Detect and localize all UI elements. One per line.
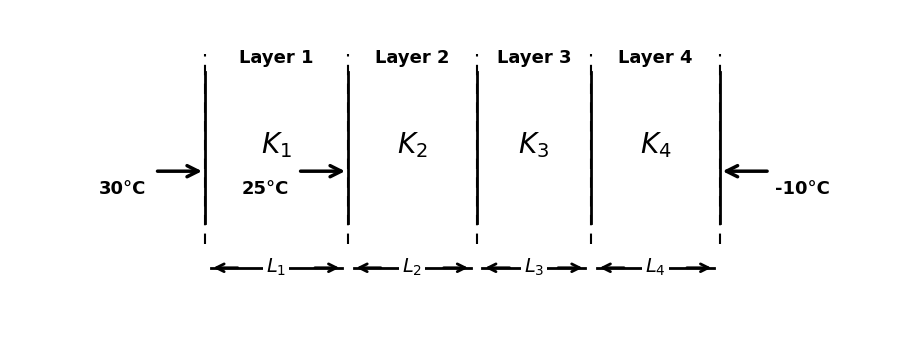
Text: $\mathit{K}_{4}$: $\mathit{K}_{4}$ — [640, 130, 671, 160]
Text: 25°C: 25°C — [242, 180, 289, 198]
Text: Layer 1: Layer 1 — [239, 48, 314, 66]
Text: $\mathit{L}_{4}$: $\mathit{L}_{4}$ — [645, 257, 665, 278]
Text: $\mathit{K}_{2}$: $\mathit{K}_{2}$ — [397, 130, 427, 160]
Text: $\mathit{L}_{1}$: $\mathit{L}_{1}$ — [266, 257, 286, 278]
Text: $\mathit{K}_{1}$: $\mathit{K}_{1}$ — [261, 130, 292, 160]
Text: Layer 3: Layer 3 — [497, 48, 571, 66]
Text: Layer 4: Layer 4 — [618, 48, 692, 66]
Text: $\mathit{K}_{3}$: $\mathit{K}_{3}$ — [519, 130, 549, 160]
Text: 30°C: 30°C — [99, 180, 146, 198]
Text: -10°C: -10°C — [774, 180, 830, 198]
Text: $\mathit{L}_{3}$: $\mathit{L}_{3}$ — [523, 257, 544, 278]
Text: Layer 2: Layer 2 — [375, 48, 450, 66]
Text: $\mathit{L}_{2}$: $\mathit{L}_{2}$ — [402, 257, 423, 278]
